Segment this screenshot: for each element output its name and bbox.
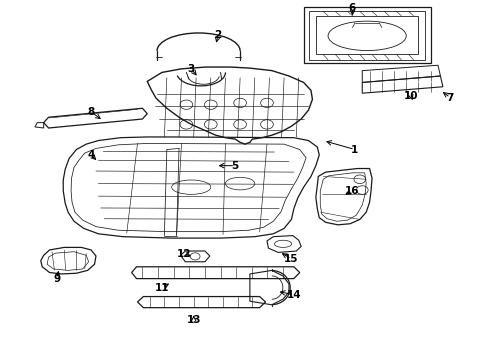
Text: 3: 3 <box>188 64 195 74</box>
Text: 10: 10 <box>404 91 418 101</box>
Text: 15: 15 <box>284 254 299 264</box>
Text: 4: 4 <box>87 150 95 160</box>
Text: 9: 9 <box>53 274 60 284</box>
Text: 12: 12 <box>177 248 191 258</box>
Text: 16: 16 <box>345 186 360 196</box>
Text: 14: 14 <box>287 290 301 300</box>
Text: 11: 11 <box>155 283 169 293</box>
Text: 8: 8 <box>87 107 95 117</box>
Text: 5: 5 <box>232 161 239 171</box>
Text: 1: 1 <box>351 144 359 154</box>
Text: 7: 7 <box>446 93 454 103</box>
Text: 13: 13 <box>187 315 201 325</box>
Text: 6: 6 <box>349 3 356 13</box>
Text: 2: 2 <box>215 30 222 40</box>
